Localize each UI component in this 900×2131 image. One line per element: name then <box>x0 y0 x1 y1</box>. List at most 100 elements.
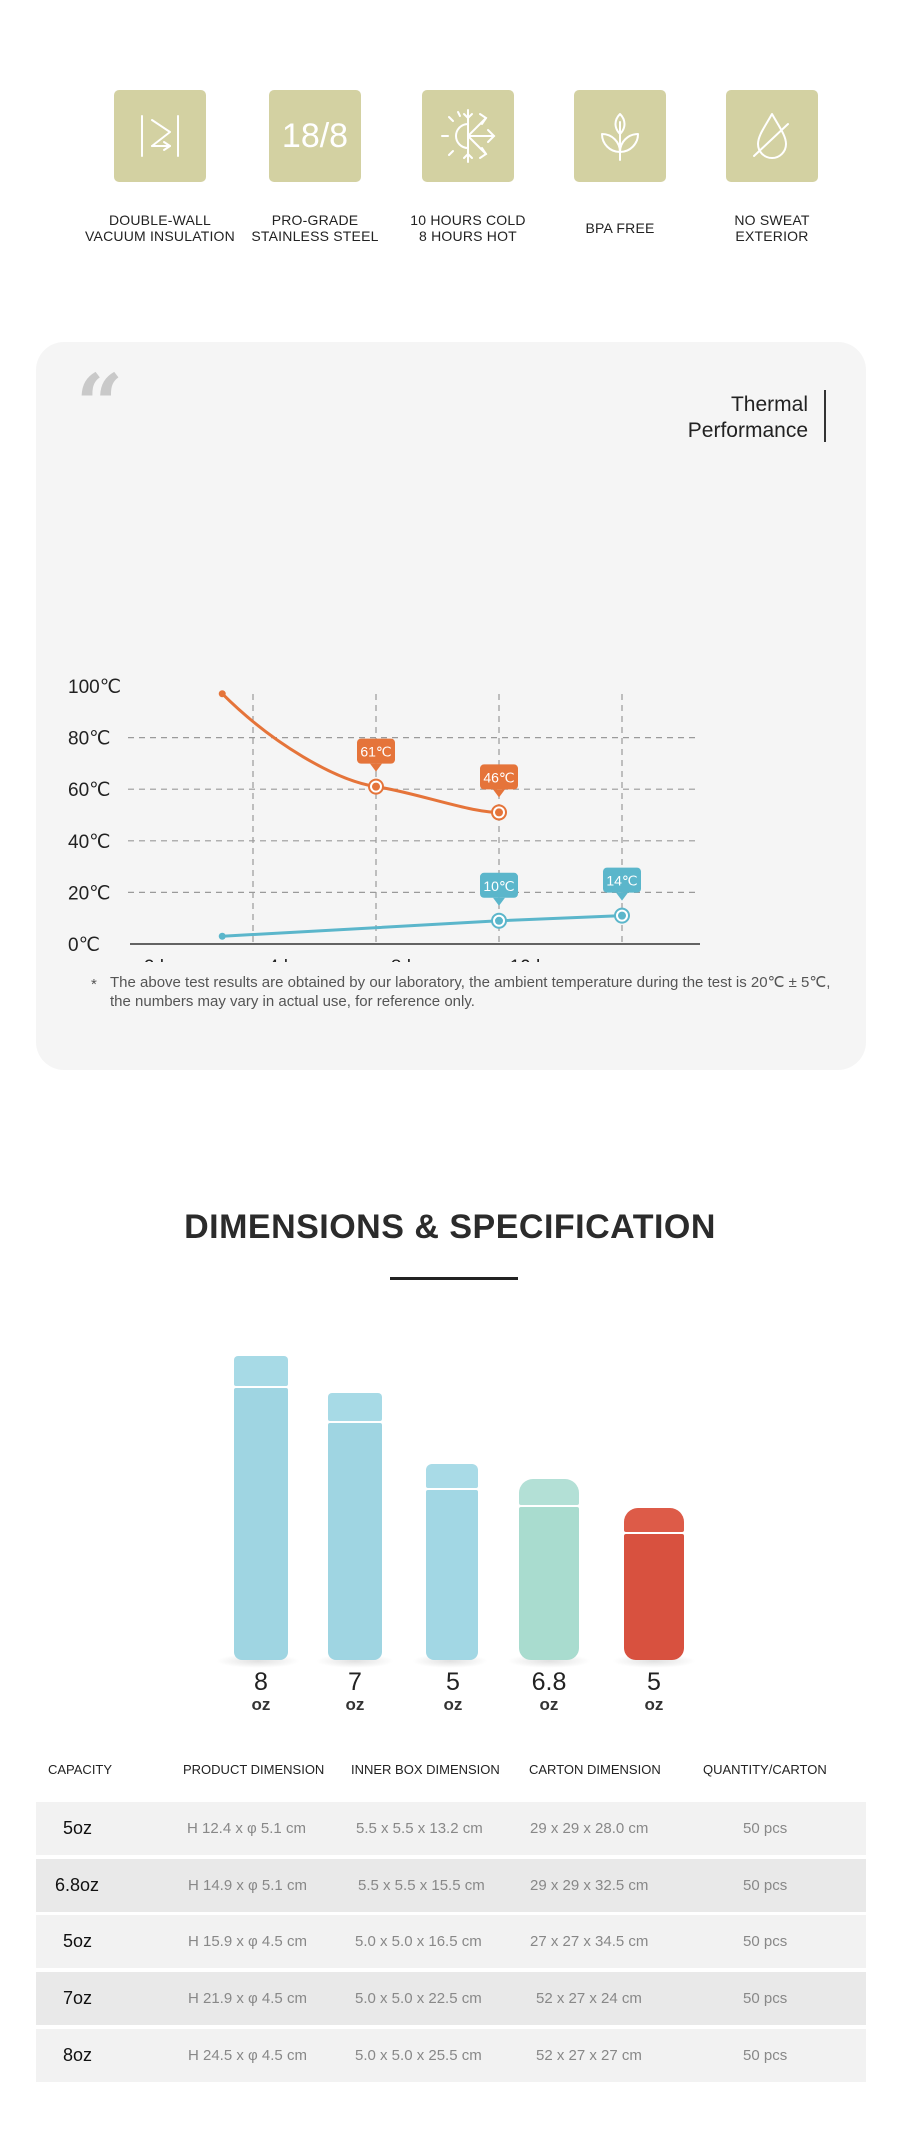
capacity-number: 5 <box>446 1668 460 1696</box>
data-label-bubble <box>480 764 518 790</box>
y-tick-label: 60℃ <box>68 780 110 801</box>
table-row: 7oz H 21.9 x φ 4.5 cm 5.0 x 5.0 x 22.5 c… <box>36 1972 866 2025</box>
data-label-pointer <box>616 892 628 901</box>
series-line-cold <box>222 914 623 938</box>
cell-product-dimension: H 12.4 x φ 5.1 cm <box>187 1820 306 1837</box>
feature-hot-cold: 10 HOURS COLD 8 HOURS HOT <box>378 90 558 244</box>
bottle-lid <box>519 1479 579 1505</box>
table-row: 5oz H 15.9 x φ 4.5 cm 5.0 x 5.0 x 16.5 c… <box>36 1915 866 1968</box>
bottle-lid <box>328 1393 382 1421</box>
thermal-title-line1: Thermal <box>730 393 808 416</box>
header-product-dimension: PRODUCT DIMENSION <box>183 1762 325 1777</box>
capacity-unit: oz <box>539 1695 559 1714</box>
cell-product-dimension: H 21.9 x φ 4.5 cm <box>188 1990 307 2007</box>
test-note: * The above test results are obtained by… <box>91 973 851 1011</box>
bottle-body <box>234 1388 288 1660</box>
bottle-body <box>519 1507 579 1660</box>
cell-inner-box-dimension: 5.0 x 5.0 x 16.5 cm <box>355 1933 482 1950</box>
data-label-pointer <box>493 789 505 798</box>
data-point <box>618 911 626 920</box>
bottle-7oz <box>328 1393 382 1660</box>
capacity-number: 8 <box>254 1668 268 1696</box>
cell-product-dimension: H 24.5 x φ 4.5 cm <box>188 2047 307 2064</box>
x-tick-label: 2 hrs <box>144 957 186 962</box>
feature-label-line2: STAINLESS STEEL <box>251 228 379 244</box>
feature-label-line1: PRO-GRADE <box>271 212 359 228</box>
capacity-unit: oz <box>644 1695 664 1714</box>
cell-quantity: 50 pcs <box>743 1820 788 1837</box>
vacuum-insulation-icon <box>114 90 206 182</box>
cell-product-dimension: H 14.9 x φ 5.1 cm <box>188 1877 307 1894</box>
header-capacity: CAPACITY <box>48 1762 113 1777</box>
y-tick-label: 100℃ <box>68 677 121 698</box>
steel-icon-text: 18/8 <box>281 116 349 155</box>
data-label-bubble <box>480 872 518 898</box>
y-tick-label: 20℃ <box>68 883 110 904</box>
bottle-lineup <box>0 1340 900 1670</box>
cell-quantity: 50 pcs <box>743 2047 788 2064</box>
bottle-5oz <box>426 1464 478 1660</box>
feature-vacuum-insulation: DOUBLE-WALL VACUUM INSULATION <box>70 90 250 244</box>
cell-capacity: 5oz <box>63 1818 93 1838</box>
bottle-5oz-red <box>624 1508 684 1660</box>
capacity-label-6-8oz: 6.8 oz <box>509 1668 589 1714</box>
title-underline <box>390 1277 518 1280</box>
cell-capacity: 6.8oz <box>55 1875 100 1895</box>
leaf-sprout-icon <box>574 90 666 182</box>
cell-quantity: 50 pcs <box>743 1877 788 1894</box>
data-label-bubble <box>357 738 395 764</box>
table-row: 8oz H 24.5 x φ 4.5 cm 5.0 x 5.0 x 25.5 c… <box>36 2029 866 2082</box>
x-tick-label: 8 hrs <box>391 957 433 962</box>
feature-label-line2: VACUUM INSULATION <box>85 228 235 244</box>
data-label-bubble <box>603 867 641 893</box>
bottle-body <box>328 1423 382 1660</box>
steel-18-8-icon: 18/8 <box>269 90 361 182</box>
table-row: 5oz H 12.4 x φ 5.1 cm 5.5 x 5.5 x 13.2 c… <box>36 1802 866 1855</box>
feature-label-line1: NO SWEAT <box>734 212 810 228</box>
cell-product-dimension: H 15.9 x φ 4.5 cm <box>188 1933 307 1950</box>
cell-inner-box-dimension: 5.5 x 5.5 x 13.2 cm <box>356 1820 483 1837</box>
data-point <box>495 808 503 817</box>
header-quantity-carton: QUANTITY/CARTON <box>703 1762 827 1777</box>
cell-carton-dimension: 29 x 29 x 32.5 cm <box>530 1877 649 1894</box>
y-tick-label: 40℃ <box>68 832 110 853</box>
sun-snowflake-icon <box>422 90 514 182</box>
capacity-number: 7 <box>348 1668 362 1696</box>
cell-carton-dimension: 52 x 27 x 24 cm <box>536 1990 642 2007</box>
cell-capacity: 7oz <box>63 1988 93 2008</box>
thermal-title-line2: Performance <box>687 419 808 442</box>
feature-label-line1: BPA FREE <box>585 220 655 236</box>
data-label: 61℃ <box>360 744 391 760</box>
feature-label-line2: EXTERIOR <box>735 228 809 244</box>
capacity-unit: oz <box>443 1695 463 1714</box>
thermal-chart: 0℃ 20℃ 40℃ 60℃ 80℃ 100℃ 2 hrs 4 hrs 8 hrs 10 hrs 6… <box>68 677 700 962</box>
capacity-label-8oz: 8 oz <box>221 1668 301 1714</box>
bottle-body <box>426 1490 478 1660</box>
cell-inner-box-dimension: 5.5 x 5.5 x 15.5 cm <box>358 1877 485 1894</box>
water-drop-slash-icon <box>726 90 818 182</box>
bottle-body <box>624 1534 684 1660</box>
note-text: The above test results are obtained by o… <box>110 974 831 1010</box>
data-label: 10℃ <box>483 878 514 894</box>
header-inner-box-dimension: INNER BOX DIMENSION <box>351 1762 500 1777</box>
bottle-8oz <box>234 1356 288 1660</box>
data-label-pointer <box>493 897 505 906</box>
data-point <box>495 916 503 925</box>
dimensions-title: DIMENSIONS & SPECIFICATION <box>184 1208 716 1246</box>
bottle-6-8oz <box>519 1479 579 1660</box>
cell-carton-dimension: 52 x 27 x 27 cm <box>536 2047 642 2064</box>
feature-no-sweat: NO SWEAT EXTERIOR <box>682 90 862 244</box>
x-tick-label: 4 hrs <box>268 957 310 962</box>
cell-capacity: 5oz <box>63 1931 93 1951</box>
chart-plot-group: 0℃ 20℃ 40℃ 60℃ 80℃ 100℃ 2 hrs 4 hrs 8 hrs 10 hrs 6… <box>68 677 700 962</box>
cell-quantity: 50 pcs <box>743 1990 788 2007</box>
note-asterisk: * <box>91 976 97 993</box>
cell-quantity: 50 pcs <box>743 1933 788 1950</box>
feature-label-line1: 10 HOURS COLD <box>410 212 526 228</box>
title-accent-bar <box>824 390 826 442</box>
data-label: 46℃ <box>483 769 514 785</box>
bottle-lid <box>624 1508 684 1532</box>
thermal-performance-card: “ Thermal Performance 0℃ 20℃ 40℃ 60℃ 80℃ 100℃… <box>36 342 866 1070</box>
table-row: 6.8oz H 14.9 x φ 5.1 cm 5.5 x 5.5 x 15.5… <box>36 1859 866 1912</box>
feature-stainless-steel: 18/8 PRO-GRADE STAINLESS STEEL <box>225 90 405 244</box>
